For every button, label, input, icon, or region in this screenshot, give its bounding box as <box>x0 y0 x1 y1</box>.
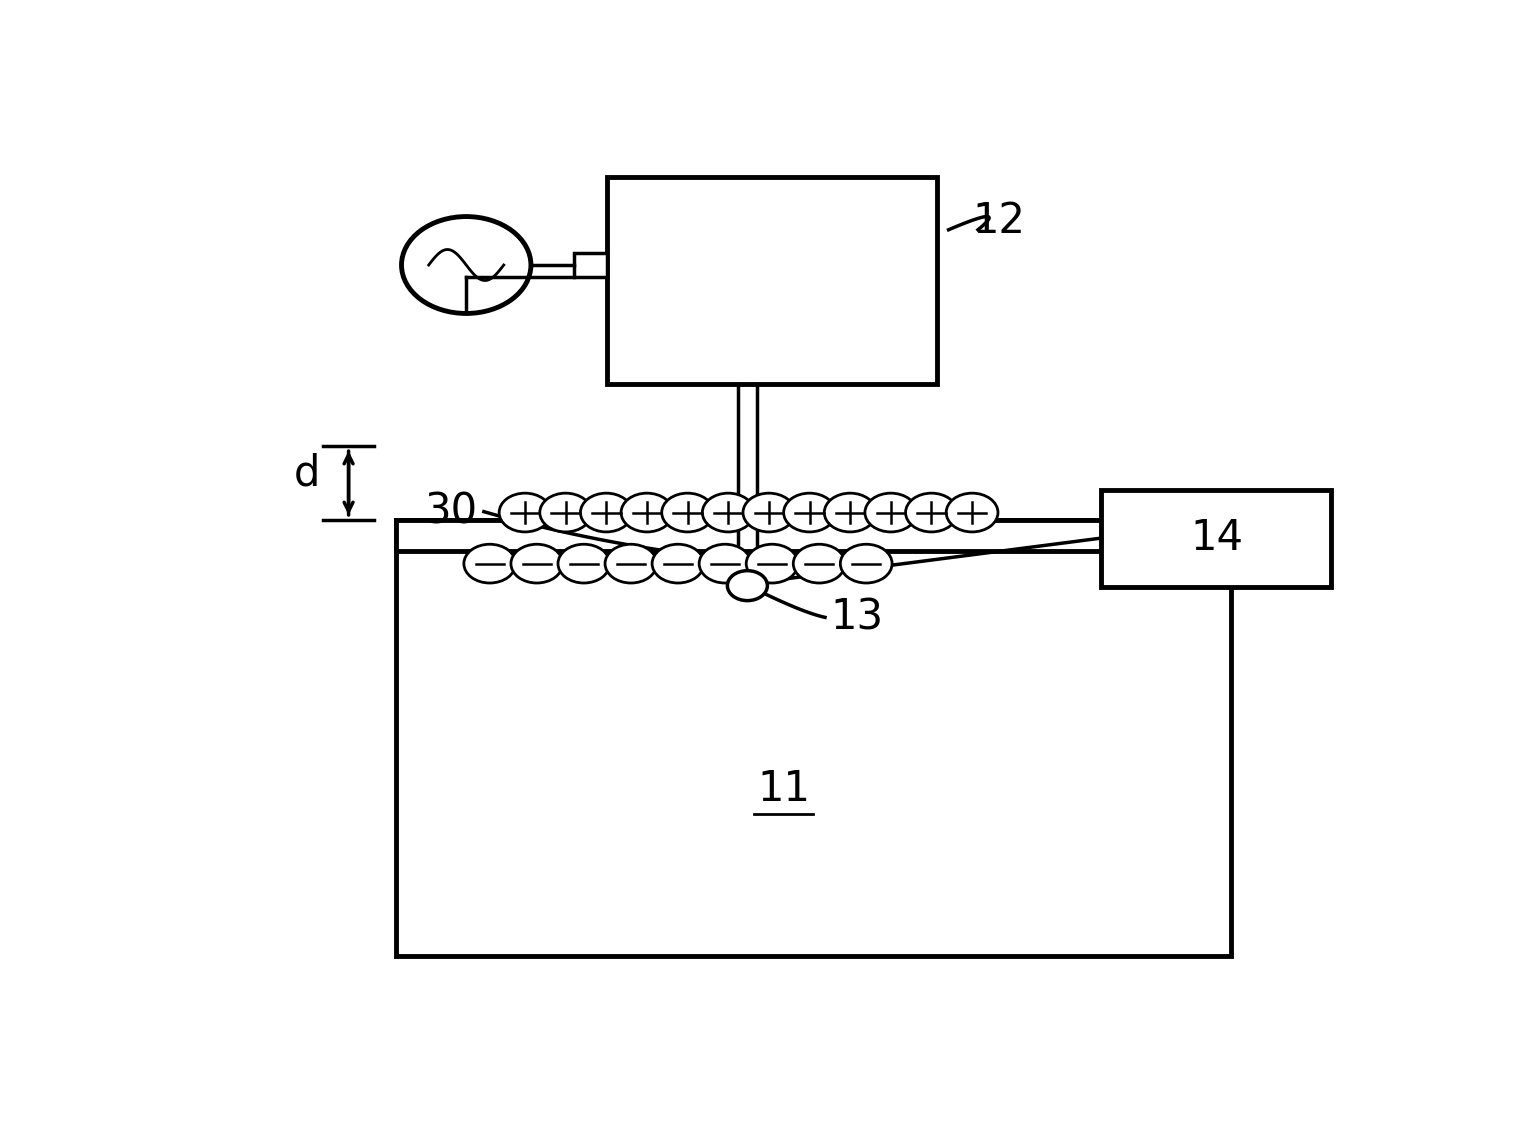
Bar <box>396 521 1231 551</box>
Bar <box>396 521 1231 956</box>
Circle shape <box>401 216 531 313</box>
Circle shape <box>703 493 754 532</box>
Circle shape <box>700 545 751 583</box>
Circle shape <box>621 493 672 532</box>
Circle shape <box>783 493 835 532</box>
Text: 12: 12 <box>972 200 1025 243</box>
Circle shape <box>865 493 917 532</box>
Circle shape <box>824 493 876 532</box>
Bar <box>574 253 607 277</box>
Text: 11: 11 <box>757 768 811 810</box>
Circle shape <box>606 545 657 583</box>
Circle shape <box>906 493 958 532</box>
Circle shape <box>841 545 893 583</box>
Circle shape <box>512 545 563 583</box>
Circle shape <box>653 545 704 583</box>
Bar <box>1102 490 1331 587</box>
Circle shape <box>465 545 516 583</box>
Circle shape <box>946 493 997 532</box>
Circle shape <box>580 493 631 532</box>
Circle shape <box>742 493 795 532</box>
Circle shape <box>727 571 768 601</box>
Circle shape <box>794 545 846 583</box>
Text: 14: 14 <box>1190 517 1243 559</box>
Text: 30: 30 <box>425 491 478 533</box>
Circle shape <box>559 545 610 583</box>
Text: 13: 13 <box>830 596 883 638</box>
Circle shape <box>747 545 798 583</box>
Bar <box>607 177 937 384</box>
Circle shape <box>499 493 551 532</box>
Circle shape <box>540 493 592 532</box>
Circle shape <box>662 493 713 532</box>
Text: d: d <box>294 453 320 494</box>
